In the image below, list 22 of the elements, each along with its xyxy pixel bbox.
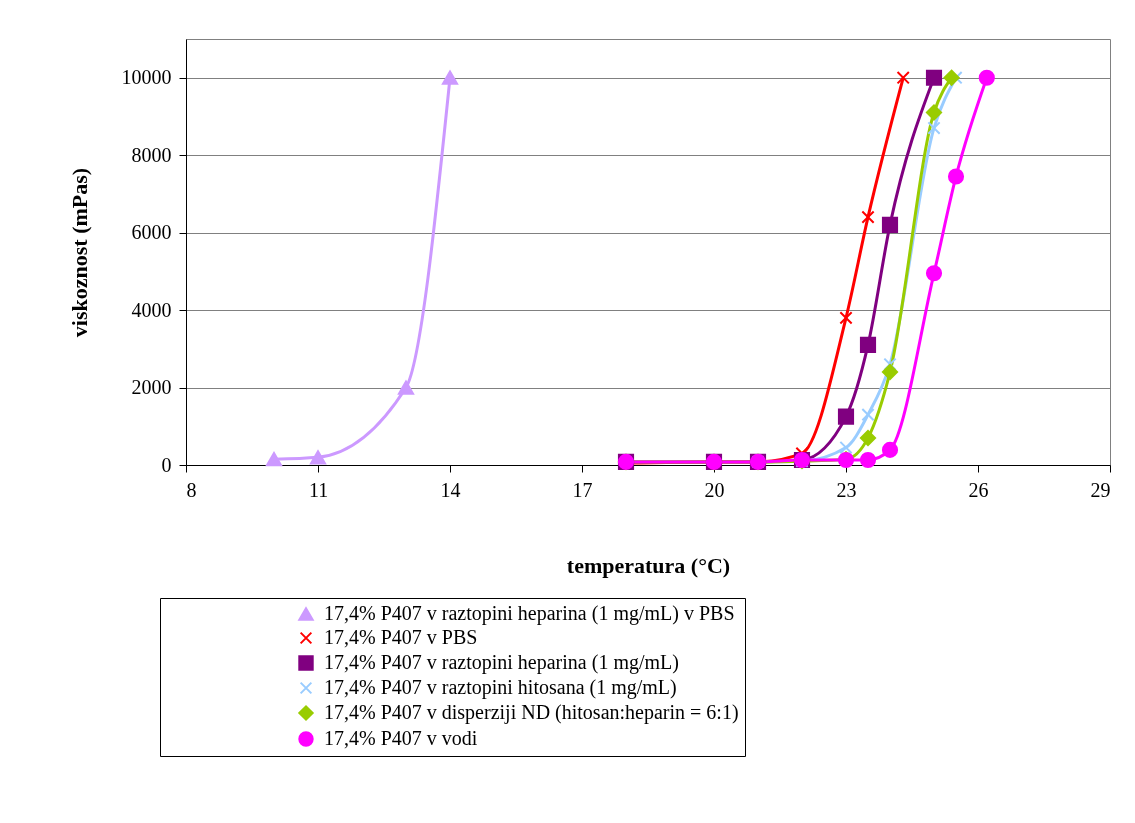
legend-label: 17,4% P407 v vodi xyxy=(324,727,478,749)
y-axis-title: viskoznost (mPas) xyxy=(66,167,92,338)
x-tick-label: 20 xyxy=(704,478,725,501)
x-tick-label: 14 xyxy=(440,478,461,501)
x-tick-label: 29 xyxy=(1090,478,1111,501)
x-axis-title: temperatura (°C) xyxy=(566,552,731,578)
x-tick-label: 17 xyxy=(572,478,593,501)
legend-label: 17,4% P407 v raztopini heparina (1 mg/mL) v PBS xyxy=(324,602,735,625)
y-tick-label: 6000 xyxy=(131,221,172,244)
x-tick-label: 26 xyxy=(968,478,989,501)
x-tick-label: 11 xyxy=(308,478,329,501)
x-tick-label: 23 xyxy=(836,478,857,501)
legend-label: 17,4% P407 v raztopini hitosana (1 mg/mL) xyxy=(324,676,677,699)
x-tick-label: 8 xyxy=(186,478,197,501)
legend-label: 17,4% P407 v disperziji ND (hitosan:heparin = 6:1) xyxy=(324,701,739,724)
y-tick-label: 8000 xyxy=(131,143,172,166)
legend-label: 17,4% P407 v PBS xyxy=(324,626,478,648)
y-tick-label: 2000 xyxy=(131,376,172,399)
y-tick-label: 10000 xyxy=(121,66,172,89)
y-tick-label: 0 xyxy=(161,453,172,476)
legend-label: 17,4% P407 v raztopini heparina (1 mg/mL) xyxy=(324,651,679,674)
y-tick-label: 4000 xyxy=(131,298,172,321)
